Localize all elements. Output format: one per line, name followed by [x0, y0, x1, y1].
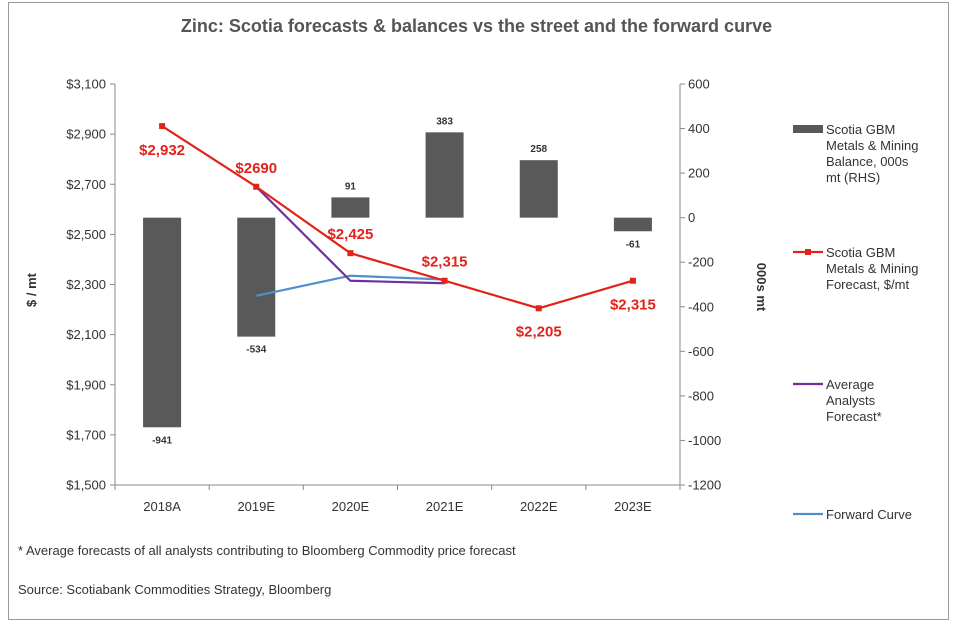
left-tick-label: $2,100: [66, 327, 106, 342]
chart-title: Zinc: Scotia forecasts & balances vs the…: [180, 16, 773, 36]
scotia-marker: [629, 277, 636, 284]
scotia-data-label: $2690: [235, 160, 277, 177]
left-tick-label: $2,900: [66, 127, 106, 142]
balance-data-label: 383: [436, 116, 453, 127]
balance-data-label: 258: [530, 144, 547, 155]
source-note: Source: Scotiabank Commodities Strategy,…: [18, 582, 332, 597]
scotia-marker: [535, 305, 542, 312]
scotia-data-label: $2,315: [610, 297, 656, 314]
right-tick-label: -200: [688, 255, 714, 270]
right-tick-label: 600: [688, 77, 710, 92]
x-tick-label: 2019E: [237, 499, 275, 514]
left-tick-label: $2,300: [66, 277, 106, 292]
scotia-marker: [441, 277, 448, 284]
legend-text-balance: mt (RHS): [826, 170, 880, 185]
x-tick-label: 2023E: [614, 499, 652, 514]
legend-text-scotia: Scotia GBM: [826, 245, 895, 260]
right-tick-label: -1000: [688, 433, 721, 448]
x-tick-label: 2020E: [332, 499, 370, 514]
legend-marker-scotia: [805, 249, 811, 255]
legend-text-scotia: Metals & Mining: [826, 261, 918, 276]
x-tick-label: 2022E: [520, 499, 558, 514]
right-tick-label: 200: [688, 166, 710, 181]
balance-bar: [519, 160, 558, 218]
legend-text-analysts: Forecast*: [826, 409, 882, 424]
right-tick-label: -800: [688, 388, 714, 403]
balance-bar: [613, 217, 652, 232]
left-tick-label: $1,900: [66, 377, 106, 392]
chart-frame: [8, 2, 949, 620]
right-tick-label: -400: [688, 299, 714, 314]
analysts-line: [255, 185, 445, 285]
balance-bar: [331, 197, 370, 218]
balance-bar: [425, 132, 464, 218]
left-tick-label: $2,500: [66, 227, 106, 242]
balance-data-label: -534: [246, 345, 266, 356]
left-tick-label: $2,700: [66, 177, 106, 192]
left-tick-label: $1,700: [66, 427, 106, 442]
balance-data-label: -941: [152, 435, 172, 446]
scotia-marker: [159, 123, 166, 130]
left-tick-label: $1,500: [66, 478, 106, 493]
balance-bar: [143, 217, 182, 428]
right-tick-label: -600: [688, 344, 714, 359]
balance-data-label: 91: [345, 181, 357, 192]
legend-text-scotia: Forecast, $/mt: [826, 277, 909, 292]
y2-axis-title: 000s mt: [754, 263, 769, 312]
scotia-data-label: $2,205: [516, 323, 562, 340]
x-tick-label: 2018A: [143, 499, 181, 514]
legend-text-balance: Balance, 000s: [826, 154, 909, 169]
forward-line: [256, 274, 445, 297]
scotia-data-label: $2,932: [139, 142, 185, 159]
x-tick-label: 2021E: [426, 499, 464, 514]
balance-data-label: -61: [626, 239, 641, 250]
legend-text-forward: Forward Curve: [826, 507, 912, 522]
footnote: * Average forecasts of all analysts cont…: [18, 543, 516, 558]
legend-text-analysts: Average: [826, 377, 874, 392]
legend-swatch-balance: [793, 125, 823, 133]
right-tick-label: -1200: [688, 478, 721, 493]
scotia-marker: [347, 250, 354, 257]
right-tick-label: 0: [688, 210, 695, 225]
scotia-marker: [253, 183, 260, 190]
scotia-data-label: $2,425: [327, 226, 373, 243]
y-axis-title: $ / mt: [24, 272, 39, 307]
legend-text-balance: Scotia GBM: [826, 122, 895, 137]
right-tick-label: 400: [688, 121, 710, 136]
scotia-data-label: $2,315: [422, 254, 468, 271]
legend-text-balance: Metals & Mining: [826, 138, 918, 153]
legend-text-analysts: Analysts: [826, 393, 876, 408]
scotia-line: [161, 125, 634, 310]
balance-bar: [237, 217, 276, 337]
left-tick-label: $3,100: [66, 77, 106, 92]
